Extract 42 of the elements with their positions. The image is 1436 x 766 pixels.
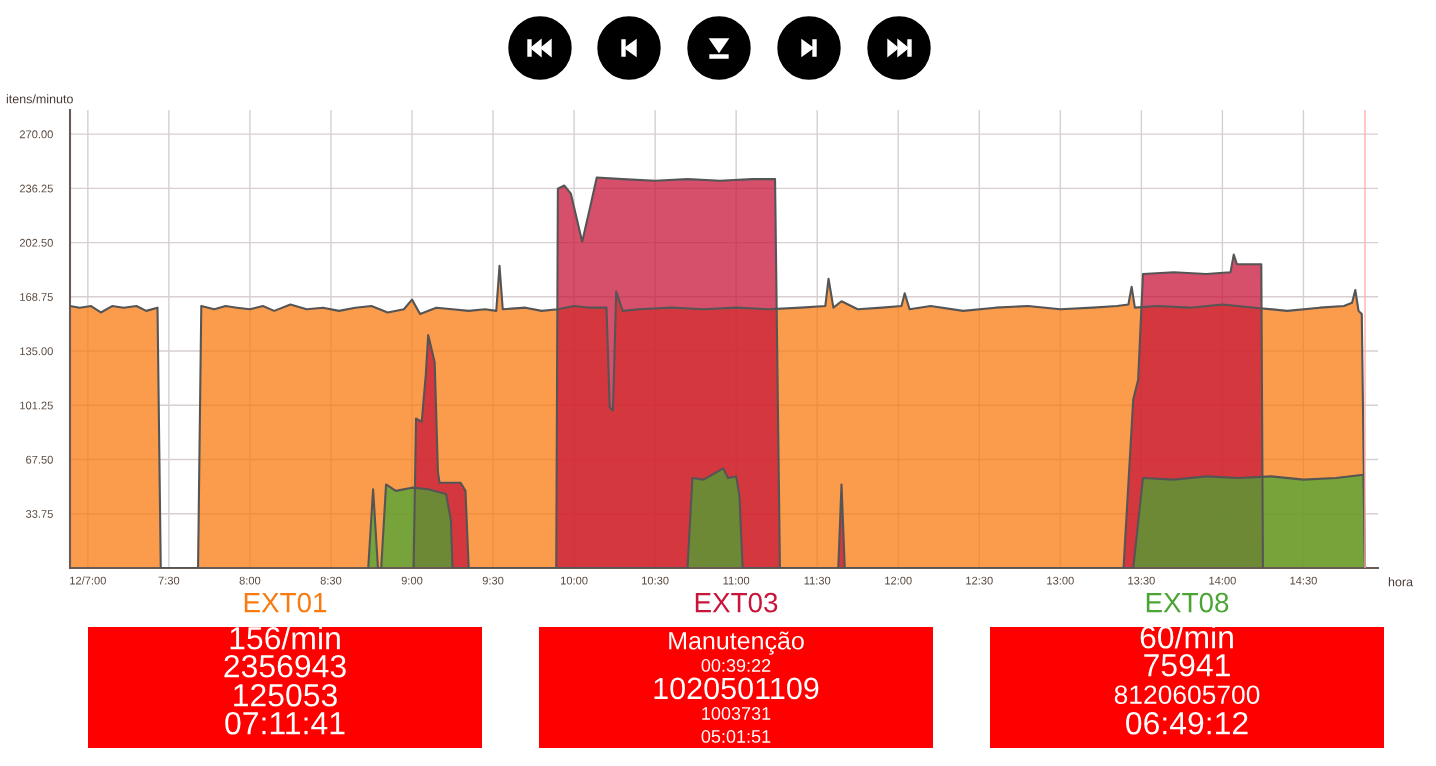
x-tick-label: 13:00 <box>1047 576 1074 585</box>
x-tick-label: 8:30 <box>320 576 342 585</box>
x-tick-label: 9:30 <box>482 576 504 585</box>
text: 06:49:12 <box>1126 711 1248 735</box>
x-tick-label: 9:00 <box>401 576 423 585</box>
x-axis-title: hora <box>1388 577 1414 587</box>
x-tick-label: 10:30 <box>642 576 669 585</box>
text: 156/min <box>230 626 340 650</box>
series-label: EXT03 <box>695 592 778 613</box>
text: 8120605700 <box>1114 685 1260 705</box>
x-tick-label: 14:30 <box>1290 576 1317 585</box>
y-tick-label: 270.00 <box>19 130 53 139</box>
text: 60/min <box>1140 625 1233 649</box>
text: 2356943 <box>224 654 346 678</box>
y-tick-label: 168.75 <box>20 293 53 301</box>
x-tick-label: 11:30 <box>804 576 831 585</box>
text: 05:01:51 <box>701 730 771 743</box>
x-tick-label: 10:00 <box>561 576 588 585</box>
text: 07:11:41 <box>225 711 345 735</box>
y-tick-label: 101.25 <box>20 401 53 410</box>
text: 1020501109 <box>654 677 819 700</box>
series-label: EXT08 <box>1146 592 1229 613</box>
x-tick-label: 12/7:00 <box>70 576 106 585</box>
x-tick-label: 8:00 <box>239 576 261 585</box>
y-tick-label: 202.50 <box>19 238 53 247</box>
x-tick-label: 14:00 <box>1209 576 1236 585</box>
x-tick-label: 12:30 <box>966 576 993 585</box>
text: 125053 <box>234 683 337 707</box>
y-tick-label: 33.75 <box>25 510 53 518</box>
text: 75941 <box>1144 653 1230 677</box>
x-tick-label: 13:30 <box>1128 576 1155 585</box>
y-tick-label: 135.00 <box>20 347 53 356</box>
x-tick-label: 7:30 <box>158 576 180 585</box>
text: Manutenção <box>669 631 804 655</box>
y-axis-title: itens/minuto <box>6 94 73 104</box>
x-tick-label: 11:00 <box>723 576 750 585</box>
y-tick-label: 67.50 <box>26 455 53 464</box>
text: 1003731 <box>702 707 771 720</box>
series-label: EXT01 <box>244 592 327 613</box>
x-tick-label: 12:00 <box>885 576 912 585</box>
text: 00:39:22 <box>701 659 771 672</box>
y-tick-label: 236.25 <box>19 184 53 193</box>
